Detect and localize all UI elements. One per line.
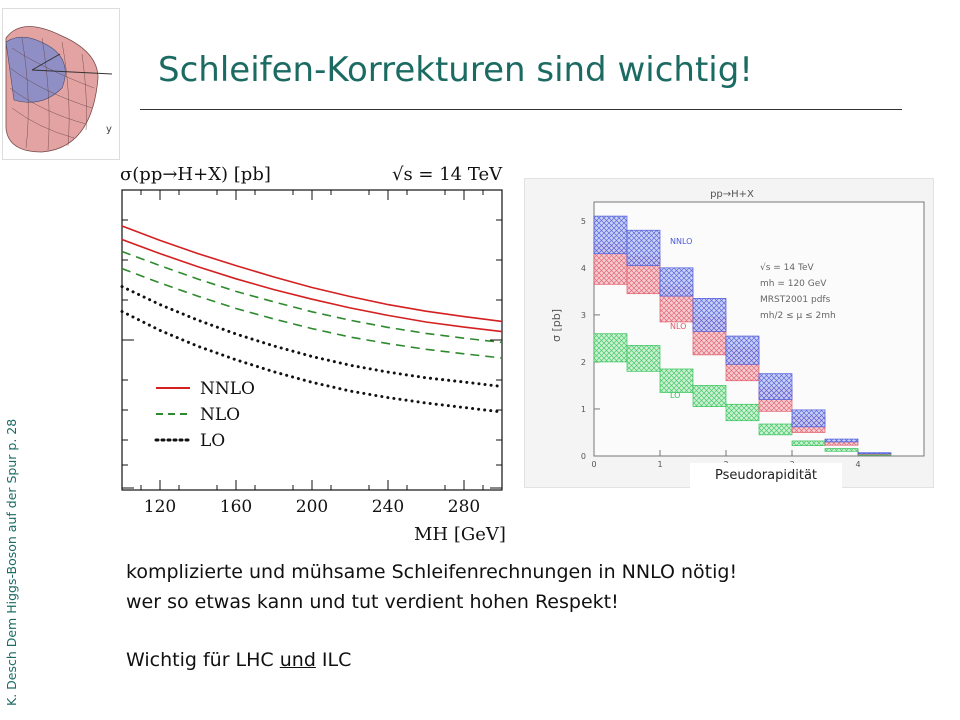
legend-label-nlo: NLO bbox=[670, 322, 686, 331]
band-lo bbox=[692, 385, 727, 407]
x-tick-label: 160 bbox=[220, 497, 252, 517]
side-footer-label: K. Desch Dem Higgs-Boson auf der Spur p.… bbox=[4, 418, 19, 706]
band-lo bbox=[659, 368, 694, 393]
annotation-mass: mh = 120 GeV bbox=[760, 279, 827, 289]
band-nnlo bbox=[824, 438, 859, 443]
annotation-scale: mh/2 ≤ μ ≤ 2mh bbox=[760, 311, 836, 321]
x-tick-label: 280 bbox=[448, 497, 480, 517]
chart-annotation: √s = 14 TeV bbox=[392, 164, 503, 185]
band-nnlo bbox=[659, 267, 694, 297]
y-tick-label: 3 bbox=[581, 311, 586, 320]
chart-title: σ(pp→H+X) [pb] bbox=[120, 164, 271, 185]
y-tick-label: 1 bbox=[581, 405, 586, 414]
title-divider bbox=[140, 109, 902, 110]
series-line-nnlo bbox=[121, 225, 503, 323]
y-axis-label: σ [pb] bbox=[550, 309, 563, 342]
annotation-energy: √s = 14 TeV bbox=[760, 262, 815, 273]
x-tick-label: 4 bbox=[855, 460, 860, 469]
band-nlo bbox=[824, 441, 859, 446]
series-line-nlo bbox=[121, 250, 503, 344]
slide-title: Schleifen-Korrekturen sind wichtig! bbox=[158, 50, 753, 90]
series-lines bbox=[120, 225, 504, 414]
legend-label-lo: LO bbox=[200, 431, 225, 451]
svg-text:y: y bbox=[106, 124, 112, 135]
chart-title: pp→H+X bbox=[710, 189, 754, 200]
legend: NNLO NLO LO bbox=[154, 379, 255, 451]
legend-label-nlo: NLO bbox=[200, 405, 240, 425]
y-tick-label: 2 bbox=[581, 358, 586, 367]
text-line-3-underlined: und bbox=[279, 649, 316, 671]
legend-label-nnlo: NNLO bbox=[670, 237, 692, 246]
band-nnlo bbox=[758, 373, 793, 400]
band-nnlo bbox=[626, 229, 661, 266]
band-nnlo bbox=[725, 335, 760, 365]
text-line-3-suffix: ILC bbox=[315, 649, 352, 671]
series-line-lo bbox=[120, 285, 504, 388]
chart-annotations: √s = 14 TeV mh = 120 GeV MRST2001 pdfs m… bbox=[760, 262, 836, 321]
x-tick-label: 0 bbox=[591, 460, 596, 469]
band-lo bbox=[593, 333, 628, 363]
cross-section-chart: σ(pp→H+X) [pb] √s = 14 TeV 120 160 200 240 2… bbox=[120, 164, 506, 545]
legend: NNLO NLO LO bbox=[670, 237, 692, 400]
band-lo bbox=[824, 448, 859, 452]
rapidity-caption: Pseudorapidität bbox=[690, 463, 842, 489]
band-nnlo bbox=[593, 215, 628, 255]
text-line-3: Wichtig für LHC und ILC bbox=[126, 649, 351, 671]
text-line-1: komplizierte und mühsame Schleifenrechnu… bbox=[126, 561, 738, 583]
series-line-nlo bbox=[121, 267, 503, 359]
text-line-2: wer so etwas kann und tut verdient hohen… bbox=[126, 591, 619, 613]
x-axis-label: MH [GeV] bbox=[414, 524, 506, 545]
band-nnlo bbox=[692, 298, 727, 332]
rapidity-distribution-chart: pp→H+X σ [pb] 01234012345 NNLO NLO LO √s… bbox=[524, 178, 934, 488]
y-tick-label: 5 bbox=[581, 217, 586, 226]
band-lo bbox=[791, 440, 826, 447]
higgs-potential-logo: y bbox=[2, 8, 120, 160]
histogram-bands bbox=[593, 215, 892, 456]
band-lo bbox=[626, 345, 661, 372]
x-tick-label: 120 bbox=[144, 497, 176, 517]
axis-ticks: 12016020024028001 bbox=[122, 190, 502, 517]
x-tick-label: 1 bbox=[657, 460, 662, 469]
y-tick-label: 0 bbox=[581, 452, 586, 461]
annotation-pdfs: MRST2001 pdfs bbox=[760, 295, 831, 305]
legend-label-nnlo: NNLO bbox=[200, 379, 255, 399]
plot-frame bbox=[121, 189, 503, 491]
legend-label-lo: LO bbox=[670, 391, 680, 400]
band-lo bbox=[725, 403, 760, 422]
x-tick-label: 240 bbox=[372, 497, 404, 517]
series-line-nnlo bbox=[121, 238, 503, 333]
band-nnlo bbox=[791, 409, 826, 428]
band-nnlo bbox=[857, 452, 892, 455]
y-tick-label: 4 bbox=[581, 264, 586, 273]
x-tick-label: 200 bbox=[296, 497, 328, 517]
higgs-potential-graphic: y bbox=[2, 8, 120, 160]
series-line-lo bbox=[120, 310, 504, 414]
text-line-3-prefix: Wichtig für LHC bbox=[126, 649, 280, 671]
band-lo bbox=[758, 423, 793, 436]
